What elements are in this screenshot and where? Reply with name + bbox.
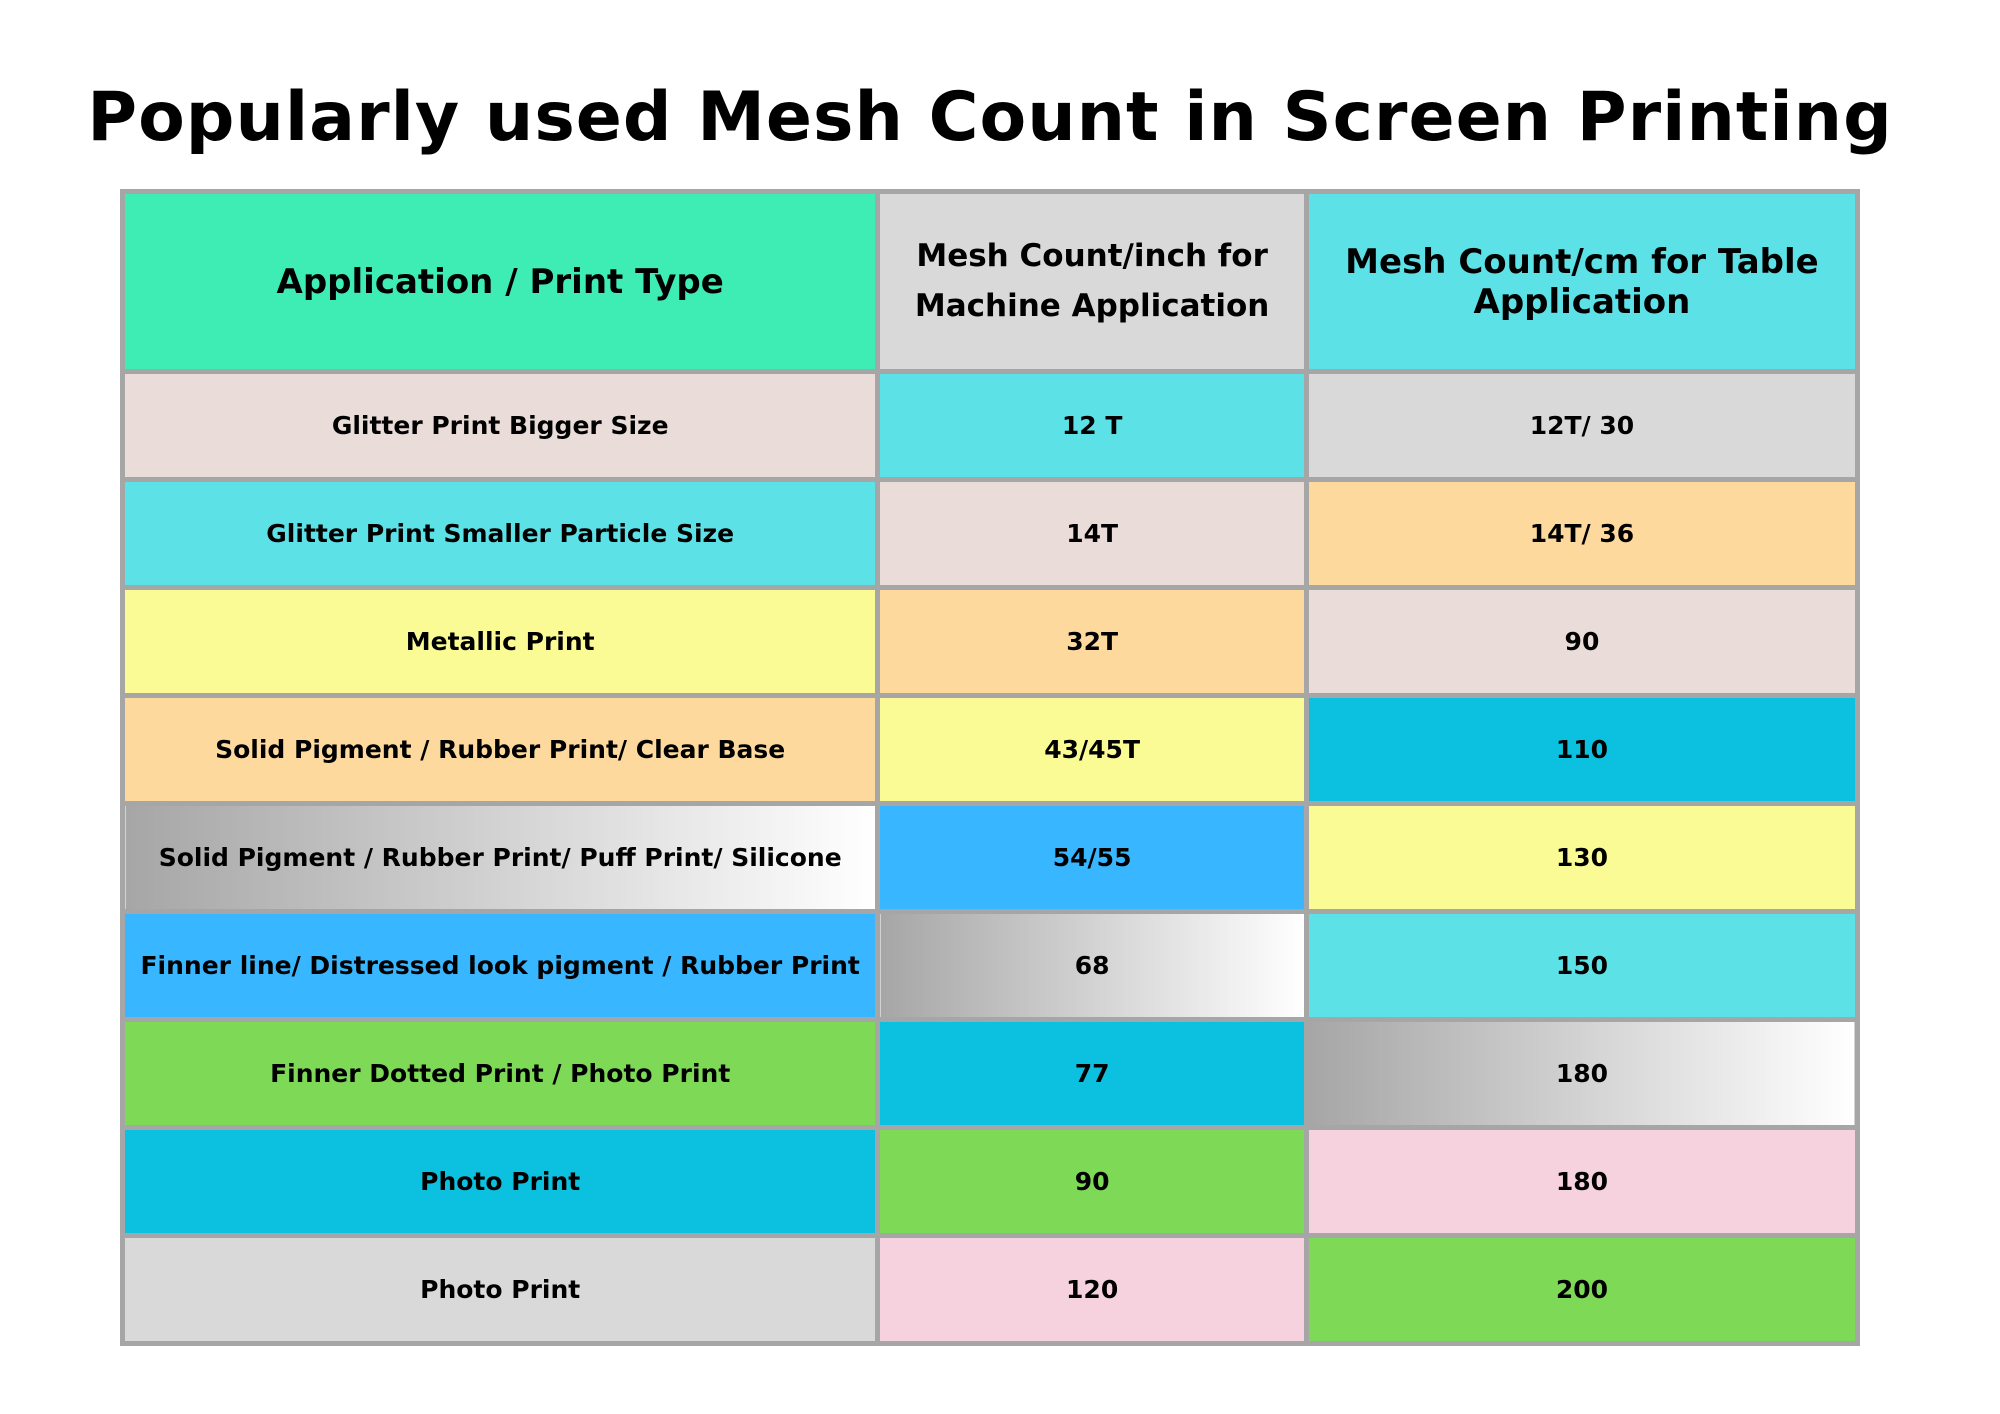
cell-mesh-inch: 32T — [875, 585, 1309, 698]
table-row: Photo Print 120 200 — [119, 1233, 1861, 1346]
cell-mesh-cm: 200 — [1303, 1233, 1861, 1346]
cell-mesh-cm: 180 — [1303, 1017, 1861, 1130]
cell-mesh-cm: 12T/ 30 — [1303, 369, 1861, 482]
cell-mesh-cm: 130 — [1303, 801, 1861, 914]
cell-application: Finner Dotted Print / Photo Print — [119, 1017, 881, 1130]
cell-application: Solid Pigment / Rubber Print/ Clear Base — [119, 693, 881, 806]
cell-mesh-inch: 120 — [875, 1233, 1309, 1346]
cell-mesh-inch: 43/45T — [875, 693, 1309, 806]
cell-mesh-inch: 90 — [875, 1125, 1309, 1238]
mesh-count-table: Application / Print Type Mesh Count/inch… — [119, 189, 1861, 1346]
header-mesh-cm: Mesh Count/cm for Table Application — [1303, 189, 1861, 374]
table-header-row: Application / Print Type Mesh Count/inch… — [119, 189, 1861, 374]
cell-mesh-cm: 180 — [1303, 1125, 1861, 1238]
header-application: Application / Print Type — [119, 189, 881, 374]
table-row: Glitter Print Smaller Particle Size 14T 14… — [119, 477, 1861, 590]
table-row: Solid Pigment / Rubber Print/ Clear Base… — [119, 693, 1861, 806]
table-row: Metallic Print 32T 90 — [119, 585, 1861, 698]
cell-mesh-inch: 77 — [875, 1017, 1309, 1130]
cell-mesh-inch: 68 — [875, 909, 1309, 1022]
cell-application: Photo Print — [119, 1233, 881, 1346]
table-row: Solid Pigment / Rubber Print/ Puff Print… — [119, 801, 1861, 914]
page-title: Popularly used Mesh Count in Screen Prin… — [87, 78, 1893, 157]
header-mesh-inch: Mesh Count/inch for Machine Application — [875, 189, 1309, 374]
cell-mesh-cm: 110 — [1303, 693, 1861, 806]
cell-mesh-cm: 14T/ 36 — [1303, 477, 1861, 590]
cell-application: Photo Print — [119, 1125, 881, 1238]
cell-mesh-inch: 54/55 — [875, 801, 1309, 914]
cell-application: Solid Pigment / Rubber Print/ Puff Print… — [119, 801, 881, 914]
table-row: Finner Dotted Print / Photo Print 77 180 — [119, 1017, 1861, 1130]
cell-mesh-inch: 14T — [875, 477, 1309, 590]
cell-application: Glitter Print Bigger Size — [119, 369, 881, 482]
table-row: Photo Print 90 180 — [119, 1125, 1861, 1238]
cell-application: Metallic Print — [119, 585, 881, 698]
table-row: Glitter Print Bigger Size 12 T 12T/ 30 — [119, 369, 1861, 482]
table-row: Finner line/ Distressed look pigment / R… — [119, 909, 1861, 1022]
cell-application: Glitter Print Smaller Particle Size — [119, 477, 881, 590]
cell-mesh-inch: 12 T — [875, 369, 1309, 482]
cell-mesh-cm: 150 — [1303, 909, 1861, 1022]
cell-application: Finner line/ Distressed look pigment / R… — [119, 909, 881, 1022]
cell-mesh-cm: 90 — [1303, 585, 1861, 698]
